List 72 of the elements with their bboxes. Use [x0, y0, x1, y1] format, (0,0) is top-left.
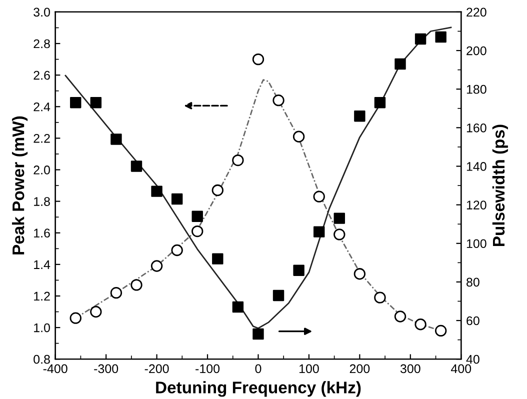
point — [434, 324, 447, 337]
y-tick-label: 2.6 — [34, 70, 50, 80]
y2-axis-title: Pulsewidth (ps) — [492, 124, 508, 246]
y-tick-label: 2.4 — [34, 102, 50, 112]
point — [252, 328, 264, 340]
point — [110, 286, 122, 299]
point — [151, 186, 162, 197]
y-tick-label: 1.2 — [34, 292, 50, 301]
y-tick-label: 2.2 — [34, 134, 50, 143]
point — [272, 94, 284, 106]
y2-tick-label: 100 — [466, 239, 486, 248]
point — [374, 292, 386, 304]
point — [374, 97, 386, 108]
point — [354, 110, 366, 122]
y2-tick-label: 220 — [466, 8, 486, 17]
point — [293, 264, 304, 276]
y-tick-label: 0.8 — [34, 354, 50, 364]
point — [252, 53, 264, 66]
y2-tick-label: 140 — [466, 162, 486, 171]
y2-tick-label: 180 — [466, 84, 486, 94]
point — [292, 130, 305, 142]
point — [212, 253, 224, 264]
y-tick-label: 1.4 — [34, 260, 50, 269]
point — [435, 31, 446, 43]
point — [394, 310, 406, 322]
x-tick-label: -300 — [94, 364, 118, 374]
point — [414, 33, 426, 45]
point — [272, 290, 284, 302]
y-tick-label: 1.8 — [34, 197, 50, 206]
y-tick-label: 1.0 — [34, 323, 50, 332]
y2-tick-label: 60 — [466, 316, 480, 326]
point — [130, 160, 142, 172]
point — [212, 184, 224, 196]
point — [70, 312, 82, 324]
point — [90, 97, 102, 108]
y-axis-title: Peak Power (mW) — [12, 116, 28, 254]
x-tick-label: 100 — [299, 364, 319, 374]
point — [232, 154, 244, 166]
y-tick-label: 3.0 — [34, 8, 50, 17]
point — [110, 134, 122, 145]
x-tick-label: 400 — [450, 364, 472, 374]
x-tick-label: 200 — [350, 364, 370, 374]
y2-tick-label: 200 — [466, 46, 486, 56]
point — [354, 268, 366, 280]
point — [150, 260, 163, 272]
point — [232, 301, 244, 313]
point — [192, 225, 204, 238]
point — [171, 244, 183, 256]
y2-tick-label: 40 — [466, 354, 480, 364]
x-tick-label: -100 — [196, 364, 220, 374]
y-tick-label: 2.8 — [34, 39, 50, 48]
x-tick-label: 0 — [255, 364, 262, 374]
x-tick-label: 300 — [400, 364, 420, 374]
point — [334, 228, 346, 240]
point — [313, 190, 325, 202]
y-tick-label: 2.0 — [34, 166, 50, 174]
point — [414, 318, 426, 330]
y2-tick-label: 160 — [466, 123, 486, 132]
point — [90, 306, 102, 318]
point — [192, 210, 203, 222]
y2-tick-label: 80 — [466, 278, 480, 287]
point — [313, 226, 325, 238]
point — [130, 279, 142, 291]
x-tick-label: -400 — [43, 364, 68, 374]
point — [334, 212, 345, 224]
x-axis-title: Detuning Frequency (kHz) — [156, 381, 361, 397]
y2-tick-label: 120 — [466, 200, 486, 210]
point — [171, 193, 183, 205]
point — [394, 58, 406, 70]
x-tick-label: -200 — [144, 364, 169, 374]
point — [70, 97, 82, 108]
y-tick-label: 1.6 — [34, 228, 50, 238]
